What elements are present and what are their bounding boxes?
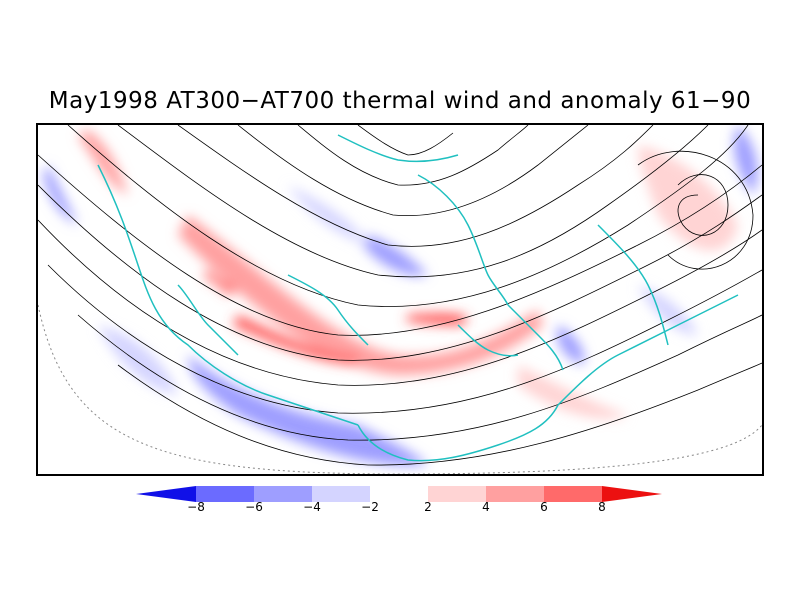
chart-title: May1998 AT300−AT700 thermal wind and ano… xyxy=(48,88,752,114)
coastlines xyxy=(97,134,739,462)
hemisphere-map xyxy=(38,125,762,474)
colorbar-tick: 8 xyxy=(598,500,606,514)
colorbar-tick: −6 xyxy=(245,500,263,514)
map-panel xyxy=(36,123,764,476)
colorbar-tick: −4 xyxy=(303,500,321,514)
colorbar-tick: −8 xyxy=(187,500,205,514)
colorbar-tick: 4 xyxy=(482,500,490,514)
colorbar-tick: 2 xyxy=(424,500,432,514)
streamlines xyxy=(38,125,762,466)
colorbar-tick: 6 xyxy=(540,500,548,514)
colorbar xyxy=(136,484,666,514)
colorbar-tick: −2 xyxy=(361,500,379,514)
anomaly-shading xyxy=(43,125,758,466)
